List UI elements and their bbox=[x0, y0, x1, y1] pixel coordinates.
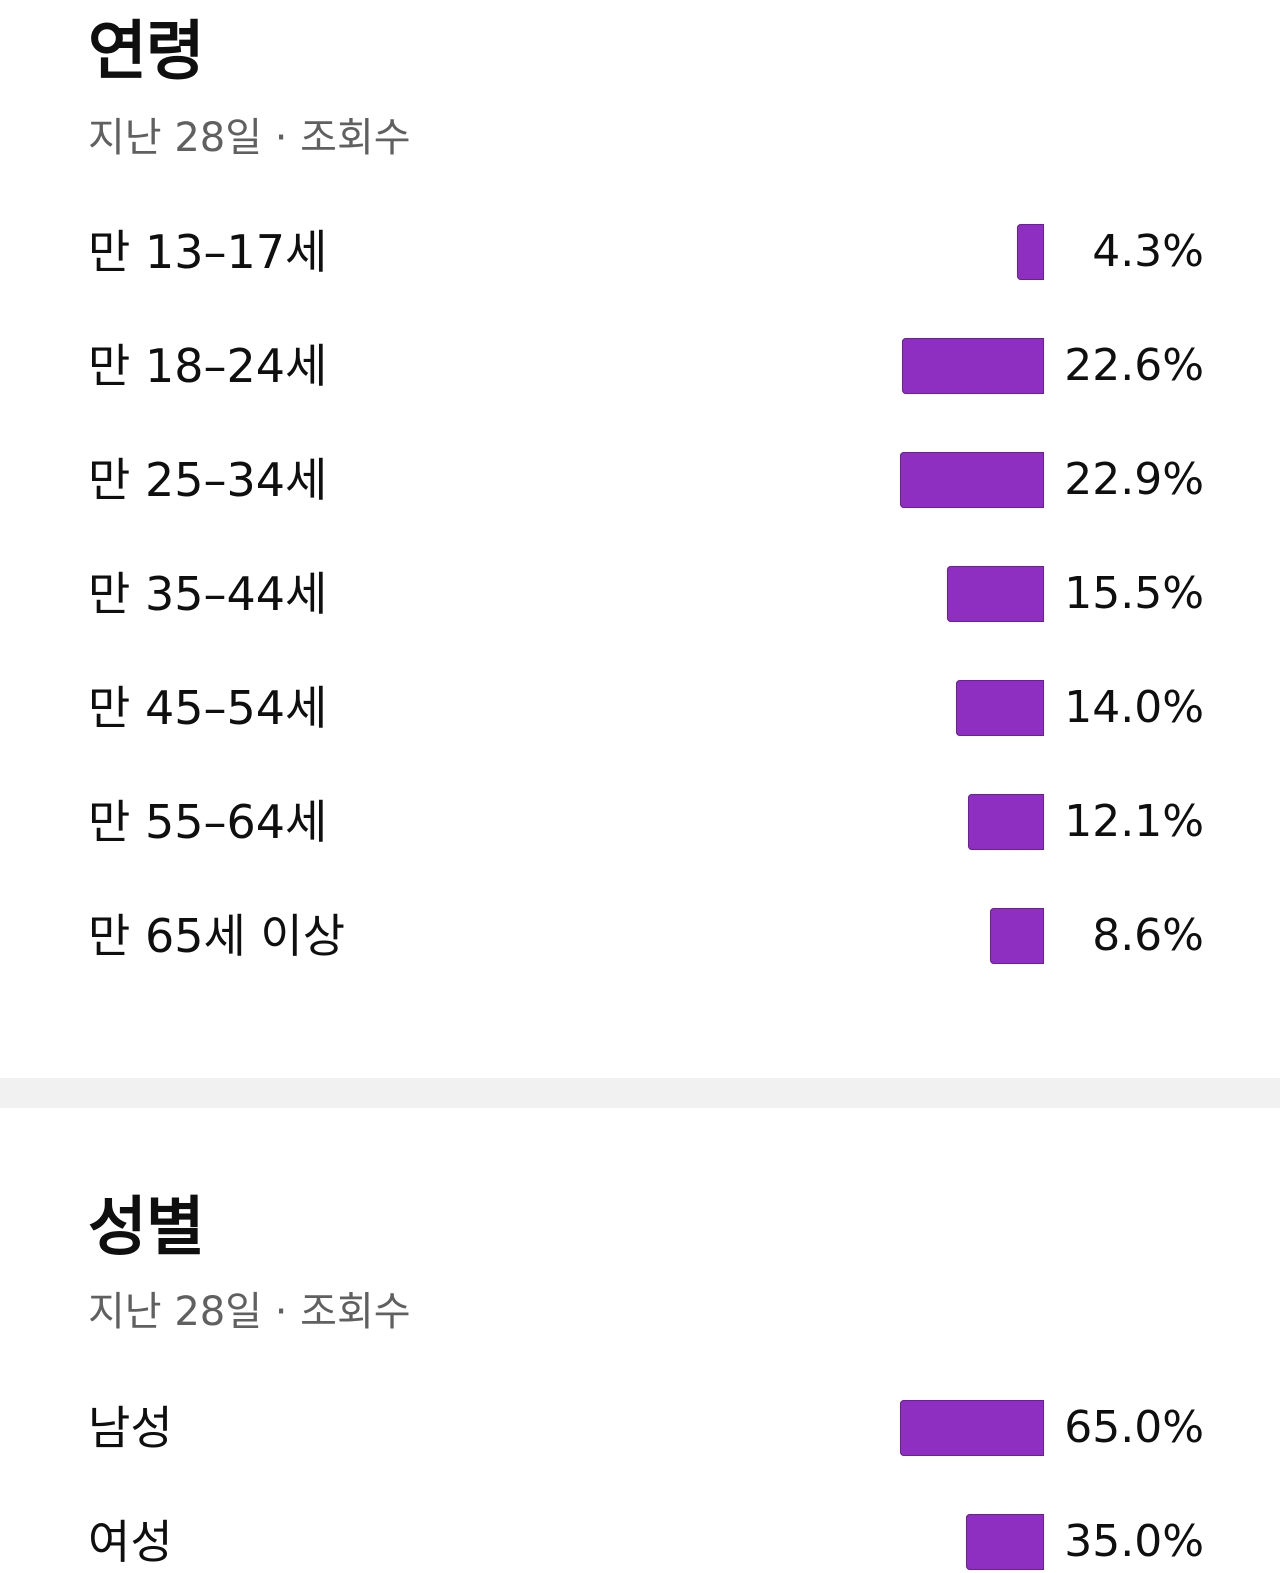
age-row-label: 만 25–34세 bbox=[88, 453, 328, 507]
age-row-bar bbox=[956, 680, 1044, 736]
age-row-value: 15.5% bbox=[1064, 568, 1204, 619]
age-row-value: 22.6% bbox=[1064, 340, 1204, 391]
age-row-35-44: 만 35–44세 15.5% bbox=[0, 564, 1280, 624]
age-row-label: 만 35–44세 bbox=[88, 567, 328, 621]
age-row-bar bbox=[968, 794, 1044, 850]
gender-section: 성별 지난 28일 · 조회수 남성 65.0% 여성 35.0% bbox=[0, 1108, 1280, 1573]
age-row-bar bbox=[1017, 224, 1044, 280]
age-row-bar bbox=[902, 338, 1044, 394]
section-divider bbox=[0, 1078, 1280, 1108]
gender-row-label: 여성 bbox=[88, 1515, 173, 1569]
age-row-bar bbox=[900, 452, 1044, 508]
age-row-value: 4.3% bbox=[1092, 226, 1204, 277]
gender-row-value: 65.0% bbox=[1064, 1402, 1204, 1453]
age-row-label: 만 45–54세 bbox=[88, 681, 328, 735]
age-row-55-64: 만 55–64세 12.1% bbox=[0, 792, 1280, 852]
age-row-65-plus: 만 65세 이상 8.6% bbox=[0, 906, 1280, 966]
age-row-bar bbox=[947, 566, 1044, 622]
gender-row-male: 남성 65.0% bbox=[0, 1398, 1280, 1458]
gender-row-female: 여성 35.0% bbox=[0, 1512, 1280, 1572]
gender-row-bar bbox=[900, 1400, 1044, 1456]
age-row-label: 만 55–64세 bbox=[88, 795, 328, 849]
age-row-13-17: 만 13–17세 4.3% bbox=[0, 222, 1280, 282]
age-row-label: 만 13–17세 bbox=[88, 225, 328, 279]
age-row-25-34: 만 25–34세 22.9% bbox=[0, 450, 1280, 510]
gender-row-label: 남성 bbox=[88, 1401, 173, 1455]
age-row-18-24: 만 18–24세 22.6% bbox=[0, 336, 1280, 396]
age-row-value: 22.9% bbox=[1064, 454, 1204, 505]
gender-title: 성별 bbox=[88, 1191, 205, 1265]
age-row-value: 12.1% bbox=[1064, 796, 1204, 847]
age-row-value: 8.6% bbox=[1092, 910, 1204, 961]
age-row-45-54: 만 45–54세 14.0% bbox=[0, 678, 1280, 738]
age-section: 연령 지난 28일 · 조회수 만 13–17세 4.3% 만 18–24세 2… bbox=[0, 15, 1280, 966]
age-row-label: 만 18–24세 bbox=[88, 339, 328, 393]
gender-row-bar bbox=[966, 1514, 1044, 1570]
age-row-bar bbox=[990, 908, 1044, 964]
age-row-label: 만 65세 이상 bbox=[88, 909, 346, 963]
gender-row-value: 35.0% bbox=[1064, 1516, 1204, 1567]
age-subtitle: 지난 28일 · 조회수 bbox=[88, 115, 411, 161]
gender-subtitle: 지난 28일 · 조회수 bbox=[88, 1289, 411, 1335]
age-row-value: 14.0% bbox=[1064, 682, 1204, 733]
age-title: 연령 bbox=[88, 15, 205, 89]
